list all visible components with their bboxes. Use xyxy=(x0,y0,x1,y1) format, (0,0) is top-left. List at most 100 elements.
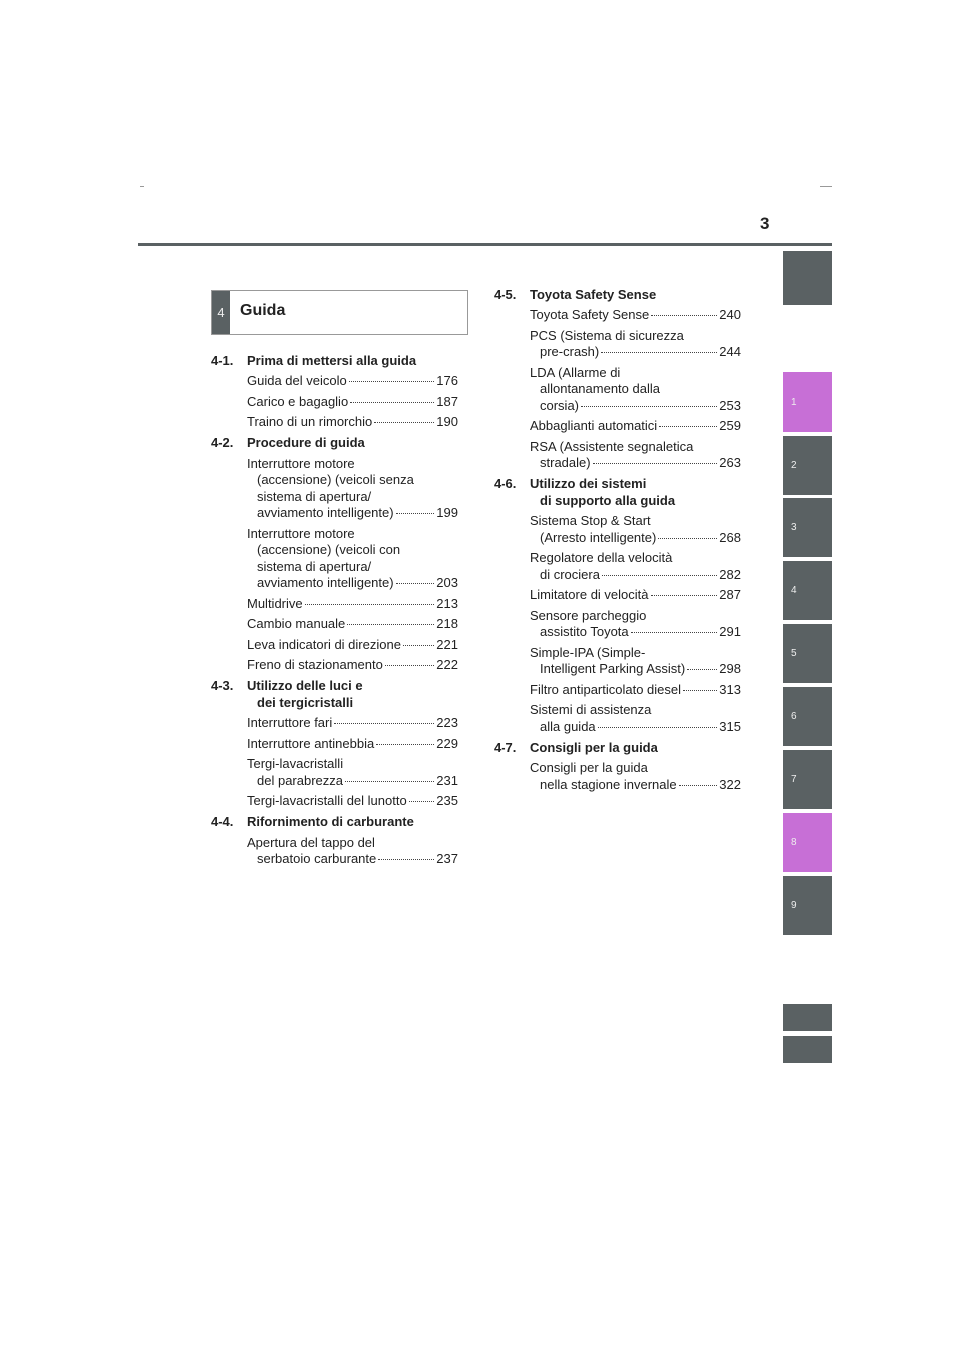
entry-row: Interruttore antinebbia 229 xyxy=(247,736,458,753)
entry-line: Freno di stazionamento xyxy=(247,657,383,672)
section-number: 4-7. xyxy=(494,739,517,755)
entry-row: serbatoio carburante 237 xyxy=(247,851,458,868)
entry-line: pre-crash) xyxy=(540,344,600,359)
section-title-line: Rifornimento di carburante xyxy=(247,814,414,829)
leader xyxy=(345,780,435,782)
entry-line: Sensore parcheggio xyxy=(530,607,647,623)
entry-line: LDA (Allarme di xyxy=(530,364,621,380)
entry-line: Filtro antiparticolato diesel xyxy=(530,681,682,697)
entry-line: serbatoio carburante xyxy=(257,851,377,866)
section-tab: 7 xyxy=(783,750,832,809)
chapter-box: 4 Guida xyxy=(211,290,468,335)
page-ref: 322 xyxy=(719,776,741,792)
leader xyxy=(395,513,435,514)
section-heading: 4-5. Toyota Safety Sense xyxy=(494,287,741,304)
entry-row: di crociera 282 xyxy=(530,567,741,584)
entry-line: Toyota Safety Sense xyxy=(530,307,650,322)
tab-blank xyxy=(783,1004,832,1031)
section-title: Rifornimento di carburante xyxy=(247,814,414,831)
column: 4-5. Toyota Safety Sense Toyota Safety Sen… xyxy=(494,282,741,793)
entry-line: (Arresto intelligente) xyxy=(540,529,657,545)
section-heading: 4-3. Utilizzo delle luci e dei tergicrista… xyxy=(211,678,458,711)
entry-line: avviamento intelligente) xyxy=(257,505,394,520)
entry-line: del parabrezza xyxy=(257,772,343,788)
leader xyxy=(601,574,718,576)
section-number: 4-3. xyxy=(211,678,234,693)
section-heading: 4-2. Procedure di guida xyxy=(211,435,458,452)
entry-row: alla guida 315 xyxy=(530,719,741,736)
section-number: 4-6. xyxy=(494,476,517,491)
section-title: Toyota Safety Sense xyxy=(530,287,656,304)
leader xyxy=(374,422,435,423)
crop-mark xyxy=(140,186,144,187)
section-title-line: Utilizzo delle luci e xyxy=(247,678,363,693)
section-title-line: di supporto alla guida xyxy=(540,492,676,508)
page-ref: 190 xyxy=(436,414,458,429)
toc-entry: Interruttore motore (accensione) (veicoli… xyxy=(211,456,458,522)
entry-line: Interruttore motore xyxy=(247,525,355,541)
section-heading: 4-4. Rifornimento di carburante xyxy=(211,814,458,831)
toc-entry: Filtro antiparticolato diesel 313 xyxy=(494,682,741,699)
leader xyxy=(350,401,435,403)
toc-entry: Interruttore antinebbia 229 xyxy=(211,736,458,753)
entry-line: Multidrive xyxy=(247,595,303,611)
page-ref: 240 xyxy=(719,307,741,322)
section-number: 4-5. xyxy=(494,286,517,302)
toc-entry: Limitatore di velocità 287 xyxy=(494,587,741,604)
entry-line: Leva indicatori di direzione xyxy=(247,636,401,652)
page-ref: 176 xyxy=(436,373,458,388)
page-ref: 222 xyxy=(436,657,458,672)
entry-row: Leva indicatori di direzione 221 xyxy=(247,637,458,654)
page-ref: 287 xyxy=(719,587,741,602)
section-heading: 4-1. Prima di mettersi alla guida xyxy=(211,353,458,370)
toc-entry: Freno di stazionamento 222 xyxy=(211,657,458,674)
crop-mark xyxy=(820,186,832,187)
section-title-line: Procedure di guida xyxy=(247,435,365,450)
page-ref: 237 xyxy=(436,851,458,866)
leader xyxy=(347,624,435,625)
entry-row: Abbaglianti automatici 259 xyxy=(530,418,741,435)
page-ref: 263 xyxy=(719,455,741,470)
entry-row: (Arresto intelligente) 268 xyxy=(530,530,741,547)
leader xyxy=(334,723,435,724)
entry-row: del parabrezza 231 xyxy=(247,773,458,790)
entry-row: Tergi-lavacristalli del lunotto 235 xyxy=(247,793,458,810)
entry-row: Filtro antiparticolato diesel 313 xyxy=(530,682,741,699)
column: 4-1. Prima di mettersi alla guida Guida de… xyxy=(211,348,458,868)
entry-line: RSA (Assistente segnaletica xyxy=(530,438,694,454)
page-ref: 199 xyxy=(436,505,458,520)
section-tab: 4 xyxy=(783,561,832,620)
section-tab: 8 xyxy=(783,813,832,872)
page-ref: 203 xyxy=(436,575,458,590)
toc-entry: Tergi-lavacristalli del lunotto 235 xyxy=(211,793,458,810)
leader xyxy=(581,405,718,407)
toc-entry: Multidrive 213 xyxy=(211,596,458,613)
entry-line: Consigli per la guida xyxy=(530,760,648,775)
entry-row: Freno di stazionamento 222 xyxy=(247,657,458,674)
entry-line: Interruttore fari xyxy=(247,715,333,730)
entry-line: Regolatore della velocità xyxy=(530,550,673,565)
section-title-line: dei tergicristalli xyxy=(257,694,354,710)
entry-row: avviamento intelligente) 203 xyxy=(247,575,458,592)
section-title: Consigli per la guida xyxy=(530,740,658,757)
toc-entry: Abbaglianti automatici 259 xyxy=(494,418,741,435)
page-ref: 268 xyxy=(719,529,741,545)
entry-line: allontanamento dalla xyxy=(540,381,660,396)
toc-entry: Interruttore motore (accensione) (veicoli… xyxy=(211,526,458,592)
entry-line: Interruttore antinebbia xyxy=(247,735,375,751)
entry-row: Cambio manuale 218 xyxy=(247,616,458,633)
entry-line: sistema di apertura/ xyxy=(257,558,372,574)
section-number: 4-1. xyxy=(211,352,234,368)
section-title: Procedure di guida xyxy=(247,435,365,452)
entry-line: Sistema Stop & Start xyxy=(530,513,651,528)
page-ref: 291 xyxy=(719,624,741,639)
entry-line: Tergi-lavacristalli del lunotto xyxy=(247,793,407,808)
entry-line: avviamento intelligente) xyxy=(257,575,394,590)
leader xyxy=(683,689,718,691)
entry-line: stradale) xyxy=(540,455,591,470)
toc-entry: LDA (Allarme di allontanamento dalla corsi… xyxy=(494,365,741,415)
leader xyxy=(650,595,718,596)
entry-line: Guida del veicolo xyxy=(247,373,347,388)
leader xyxy=(601,352,718,353)
leader xyxy=(687,669,718,670)
